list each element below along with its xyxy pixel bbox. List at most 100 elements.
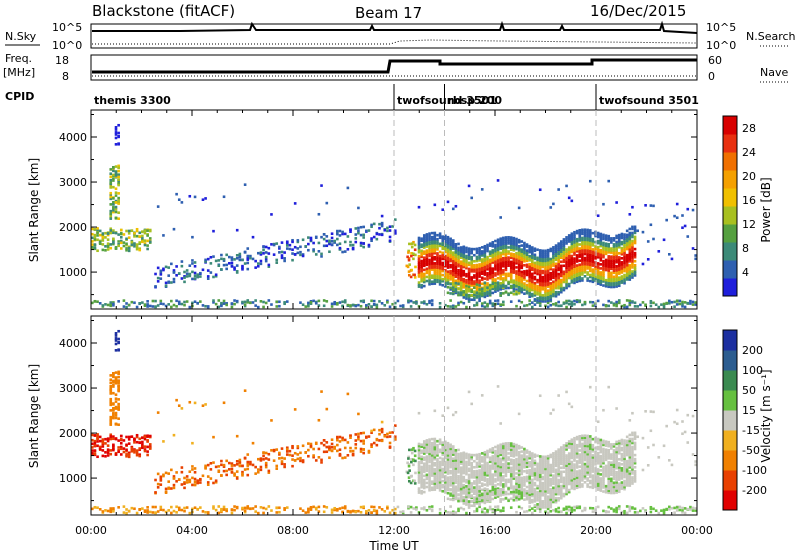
velocity-cell (381, 431, 384, 434)
velocity-cell (447, 476, 450, 479)
power-cell (160, 269, 163, 272)
power-cell (123, 305, 126, 308)
velocity-cell (207, 512, 210, 515)
velocity-cell (167, 509, 170, 512)
power-cell (210, 262, 213, 265)
power-cell (212, 276, 215, 279)
velocity-cell (389, 511, 392, 514)
power-cell (125, 302, 128, 305)
power-cell (96, 238, 99, 241)
power-cell (362, 236, 365, 239)
velocity-cell (204, 403, 207, 406)
power-cell (626, 234, 629, 237)
power-cell (494, 300, 497, 303)
power-cell (112, 238, 115, 241)
power-cell (339, 242, 342, 245)
velocity-cell (104, 509, 107, 512)
power-cell (484, 286, 487, 289)
power-cell (520, 244, 523, 247)
power-cell (244, 303, 247, 306)
velocity-cell (183, 487, 186, 490)
velocity-cell (460, 500, 463, 503)
velocity-cell (463, 484, 466, 487)
power-cell (510, 300, 513, 303)
power-cell (534, 276, 537, 279)
power-cell (154, 300, 157, 303)
power-cell (668, 300, 671, 303)
power-cell (233, 303, 236, 306)
velocity-cell (283, 463, 286, 466)
power-cell (138, 249, 141, 252)
power-cell (412, 301, 415, 304)
power-cell (302, 303, 305, 306)
power-cell (157, 205, 160, 208)
power-cell (449, 283, 452, 286)
power-cell (352, 304, 355, 307)
power-cell (576, 230, 579, 233)
velocity-cell (123, 511, 126, 514)
power-cell (634, 264, 637, 267)
velocity-cell (294, 459, 297, 462)
velocity-cell (526, 455, 529, 458)
power-cell (463, 278, 466, 281)
velocity-cell (510, 497, 513, 500)
velocity-cell (128, 442, 131, 445)
power-cell (531, 306, 534, 309)
power-cell (449, 299, 452, 302)
velocity-cell (528, 509, 531, 512)
power-cell (331, 243, 334, 246)
power-cell (486, 244, 489, 247)
power-cell (167, 303, 170, 306)
power-cell (439, 251, 442, 254)
power-cell (123, 241, 126, 244)
velocity-cell (494, 450, 497, 453)
velocity-cell (449, 505, 452, 508)
power-cell (626, 306, 629, 309)
velocity-cell (441, 414, 444, 417)
power-cell (112, 241, 115, 244)
velocity-cell (486, 478, 489, 481)
power-cell (125, 230, 128, 233)
velocity-cell (241, 465, 244, 468)
velocity-cell (146, 454, 149, 457)
power-cell (447, 286, 450, 289)
velocity-cell (286, 450, 289, 453)
velocity-cell (94, 449, 97, 452)
power-cell (318, 250, 321, 253)
velocity-cell (109, 435, 112, 438)
velocity-cell (428, 438, 431, 441)
velocity-cell (505, 497, 508, 500)
power-cell (607, 235, 610, 238)
power-cell (133, 232, 136, 235)
power-cell (644, 204, 647, 207)
power-cell (302, 255, 305, 258)
power-cell (513, 293, 516, 296)
power-cell (181, 303, 184, 306)
velocity-cell (194, 483, 197, 486)
velocity-cell (239, 465, 242, 468)
velocity-cell (136, 449, 139, 452)
power-cell (341, 251, 344, 254)
power-cell (109, 179, 112, 182)
power-cell (623, 304, 626, 307)
velocity-cell (188, 480, 191, 483)
power-cell (423, 300, 426, 303)
velocity-cell (368, 450, 371, 453)
power-cell (173, 304, 176, 307)
power-cell (673, 305, 676, 308)
velocity-cell (257, 512, 260, 515)
velocity-cell (109, 402, 112, 405)
power-cell (96, 249, 99, 252)
power-cell (117, 199, 120, 202)
velocity-cell (497, 385, 500, 388)
velocity-cell (144, 438, 147, 441)
velocity-cell (133, 507, 136, 510)
power-cell (460, 260, 463, 263)
power-cell (528, 245, 531, 248)
power-cell (665, 302, 668, 305)
power-cell (502, 285, 505, 288)
power-cell (325, 300, 328, 303)
velocity-cell (431, 480, 434, 483)
velocity-cell (252, 507, 255, 510)
power-cell (544, 249, 547, 252)
